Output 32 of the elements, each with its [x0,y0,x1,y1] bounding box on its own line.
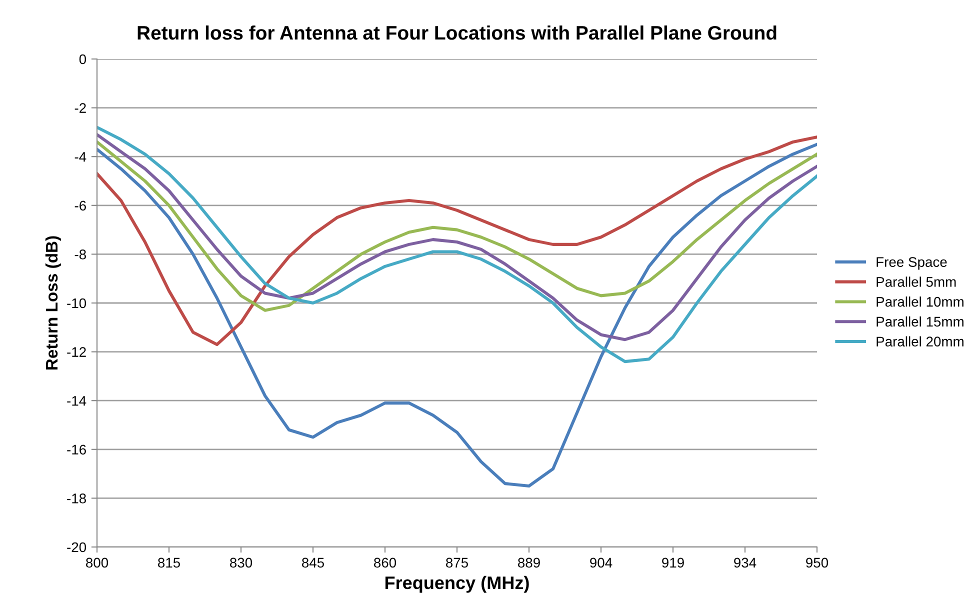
x-tick-label: 815 [158,558,180,568]
x-tick-label: 904 [590,558,612,568]
legend-label: Parallel 15mm [876,316,964,327]
x-tick-label: 830 [230,558,252,568]
y-tick-label: -20 [67,542,86,552]
x-axis-title: Frequency (MHz) [385,576,529,593]
y-tick-label: -16 [67,444,86,455]
legend-label: Parallel 20mm [876,336,964,347]
chart-title: Return loss for Antenna at Four Locations with Parallel Plane Ground [138,25,776,40]
y-tick-label: -10 [67,298,86,308]
legend-label: Free Space [876,257,947,270]
line-series [97,140,817,312]
y-tick-label: -12 [67,347,86,357]
x-tick-label: 919 [662,558,684,568]
y-tick-label: -14 [67,396,86,406]
x-tick-label: 860 [374,558,396,568]
x-tick-label: 934 [734,558,756,568]
y-tick-label: -4 [74,152,86,162]
x-tick-label: 889 [518,558,540,568]
x-tick-label: 875 [446,558,468,568]
y-tick-label: -2 [74,103,86,113]
y-tick-label: 0 [79,54,86,64]
y-axis-title: Return Loss (dB) [45,236,61,370]
y-tick-label: -8 [74,250,86,260]
y-tick-label: -6 [74,200,86,211]
x-tick-label: 800 [86,558,108,568]
x-tick-label: 845 [302,558,324,568]
x-tick-label: 950 [806,558,828,568]
legend-label: Parallel 10mm [876,296,964,307]
legend-label: Parallel 5mm [876,276,956,287]
y-tick-label: -18 [67,494,86,504]
line-series [97,142,817,488]
